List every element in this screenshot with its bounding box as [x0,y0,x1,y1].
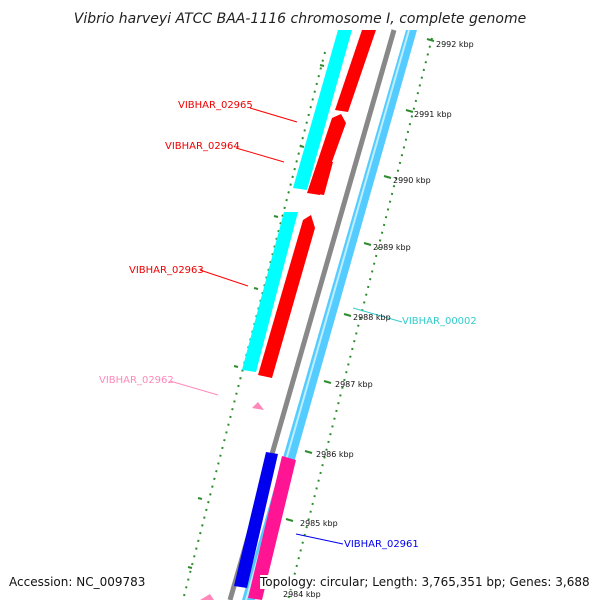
map-title: Vibrio harveyi ATCC BAA-1116 chromosome … [74,11,526,27]
tick-label-2991: 2991 kbp [414,110,452,119]
callout-00002 [352,307,403,323]
tick-label-2989: 2989 kbp [373,243,411,252]
cds-reverse-2 [242,212,298,372]
cds-02965 [335,30,376,112]
cds-02963 [258,215,315,378]
gene-label-02963: VIBHAR_02963 [129,265,204,276]
tick-marks [187,38,435,569]
tick-label-2987: 2987 kbp [335,380,373,389]
cds-02963-a [311,160,333,195]
accession-label: Accession: NC_009783 [9,575,146,589]
cds-reverse-1 [293,30,352,190]
tick-label-2988: 2988 kbp [353,313,391,322]
tick-label-2985: 2985 kbp [300,519,338,528]
callout-02963 [199,269,249,287]
callout-02961 [295,533,344,545]
topology-label: Topology: circular; Length: 3,765,351 bp… [260,575,590,589]
tick-label-2986: 2986 kbp [316,450,354,459]
tick-label-2992: 2992 kbp [436,40,474,49]
gene-label-02964: VIBHAR_02964 [165,141,240,152]
blue-feature [234,452,278,588]
callout-02962 [169,380,219,396]
callout-02964 [235,147,285,163]
gene-label-02962: VIBHAR_02962 [99,375,174,386]
pink-feature [248,456,296,600]
cds-02962 [252,402,264,410]
tick-label-2990: 2990 kbp [393,176,431,185]
gene-label-00002: VIBHAR_00002 [402,316,477,327]
callout-02965 [249,107,298,123]
tick-label-2984: 2984 kbp [283,590,321,599]
gene-label-02961: VIBHAR_02961 [344,539,419,550]
ruler-outer [287,37,433,600]
gene-label-02965: VIBHAR_02965 [178,100,253,111]
